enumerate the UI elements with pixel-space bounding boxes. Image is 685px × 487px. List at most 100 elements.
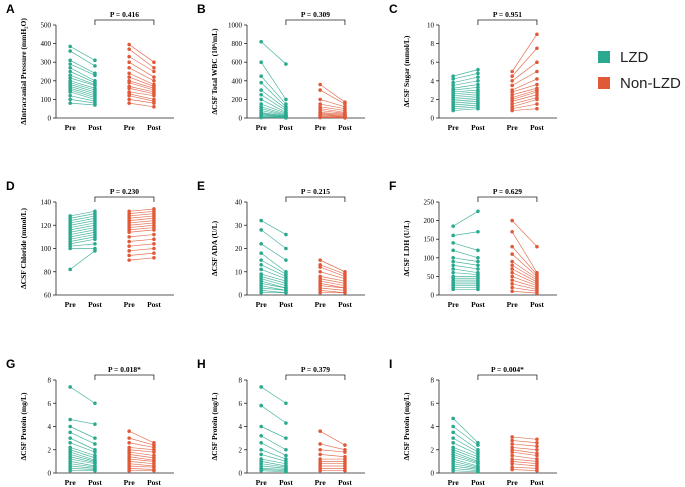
pair-line bbox=[261, 287, 286, 291]
x-tick-label: Post bbox=[88, 123, 102, 132]
data-point-post bbox=[152, 93, 156, 98]
pair-line bbox=[260, 435, 287, 451]
pair-line bbox=[319, 89, 346, 105]
y-tick-label: 500 bbox=[41, 22, 52, 30]
pair-line bbox=[70, 82, 96, 91]
y-tick-label: 0 bbox=[431, 115, 435, 123]
pair-line bbox=[512, 89, 538, 98]
pair-line bbox=[261, 278, 287, 287]
data-point-pre bbox=[451, 80, 455, 85]
data-point-post bbox=[535, 82, 539, 87]
data-point-post bbox=[284, 436, 288, 440]
y-tick-label: 1000 bbox=[228, 22, 243, 30]
pair-line bbox=[260, 243, 287, 261]
pair-line bbox=[70, 84, 96, 93]
pair-line bbox=[512, 91, 538, 100]
pair-line bbox=[261, 290, 286, 294]
data-point-pre bbox=[510, 263, 514, 268]
pair-line bbox=[453, 100, 478, 104]
pair-line bbox=[511, 48, 538, 77]
x-tick-label: Pre bbox=[448, 300, 460, 309]
data-point-pre bbox=[451, 287, 455, 292]
pair-line bbox=[70, 449, 96, 459]
data-point-pre bbox=[68, 424, 72, 429]
pair-line bbox=[128, 61, 155, 78]
pair-line bbox=[70, 231, 96, 238]
data-point-post bbox=[476, 209, 480, 214]
data-point-pre bbox=[318, 102, 322, 106]
p-value-label: P = 0.018* bbox=[108, 365, 141, 374]
y-tick-label: 60 bbox=[44, 292, 52, 300]
pair-line bbox=[129, 87, 155, 95]
y-tick-label: 30 bbox=[235, 222, 243, 230]
pair-line bbox=[453, 89, 478, 93]
data-point-pre bbox=[318, 452, 322, 457]
x-tick-label: Post bbox=[88, 300, 102, 309]
pair-line bbox=[129, 437, 155, 446]
data-point-pre bbox=[127, 468, 131, 473]
y-tick-label: 6 bbox=[48, 400, 52, 408]
pair-line bbox=[70, 63, 96, 76]
pair-line bbox=[261, 465, 286, 469]
data-point-pre bbox=[68, 417, 72, 422]
y-tick-label: 10 bbox=[427, 22, 435, 30]
data-point-post bbox=[535, 106, 539, 111]
data-point-pre bbox=[127, 235, 131, 239]
x-tick-label: Pre bbox=[507, 123, 519, 132]
data-point-pre bbox=[259, 258, 263, 262]
data-point-pre bbox=[127, 93, 131, 98]
pair-line bbox=[319, 84, 346, 103]
data-point-pre bbox=[259, 447, 263, 452]
pair-line bbox=[512, 276, 538, 287]
pair-line bbox=[512, 455, 537, 460]
pair-line bbox=[320, 443, 346, 451]
data-point-pre bbox=[127, 440, 131, 445]
data-point-pre bbox=[68, 49, 72, 53]
data-point-pre bbox=[510, 450, 514, 454]
y-tick-label: 10 bbox=[235, 268, 243, 276]
pair-line bbox=[511, 261, 538, 279]
pair-line bbox=[129, 217, 154, 221]
pair-line bbox=[70, 222, 96, 228]
x-tick-label: Pre bbox=[507, 478, 519, 487]
pair-line bbox=[261, 114, 286, 118]
data-point-post bbox=[152, 75, 156, 79]
y-axis-label: ΔCSF Protein (mg/L) bbox=[19, 392, 28, 461]
pair-line bbox=[453, 463, 479, 469]
pair-line bbox=[511, 264, 538, 281]
data-point-post bbox=[152, 101, 156, 105]
pair-line bbox=[260, 386, 287, 404]
data-point-pre bbox=[510, 69, 514, 74]
pair-line bbox=[452, 210, 479, 227]
data-point-pre bbox=[68, 436, 72, 440]
y-tick-label: 0 bbox=[239, 292, 243, 300]
data-point-pre bbox=[127, 436, 131, 440]
pair-line bbox=[129, 95, 155, 102]
x-tick-label: Pre bbox=[124, 478, 136, 487]
x-tick-label: Pre bbox=[448, 123, 460, 132]
pair-line bbox=[261, 108, 287, 116]
data-point-post bbox=[284, 401, 288, 406]
y-tick-label: 400 bbox=[41, 40, 52, 48]
p-value-label: P = 0.215 bbox=[301, 187, 330, 196]
pair-line bbox=[512, 449, 537, 454]
y-tick-label: 4 bbox=[239, 423, 243, 431]
data-point-post bbox=[476, 82, 480, 87]
data-point-post bbox=[93, 401, 97, 406]
y-tick-label: 8 bbox=[48, 377, 52, 385]
y-tick-label: 250 bbox=[424, 199, 435, 207]
data-point-pre bbox=[68, 90, 72, 94]
y-axis-label: ΔCSF Protein (mg/L) bbox=[210, 392, 219, 461]
data-point-post bbox=[476, 79, 480, 83]
data-point-pre bbox=[451, 108, 455, 113]
y-tick-label: 2 bbox=[431, 96, 435, 104]
pair-line bbox=[70, 447, 96, 456]
pair-line bbox=[129, 210, 154, 214]
pair-line bbox=[129, 86, 155, 93]
pair-line bbox=[260, 229, 287, 249]
y-tick-label: 2 bbox=[48, 446, 52, 454]
data-point-post bbox=[152, 79, 156, 83]
pair-line bbox=[453, 454, 479, 463]
data-point-post bbox=[476, 255, 480, 260]
